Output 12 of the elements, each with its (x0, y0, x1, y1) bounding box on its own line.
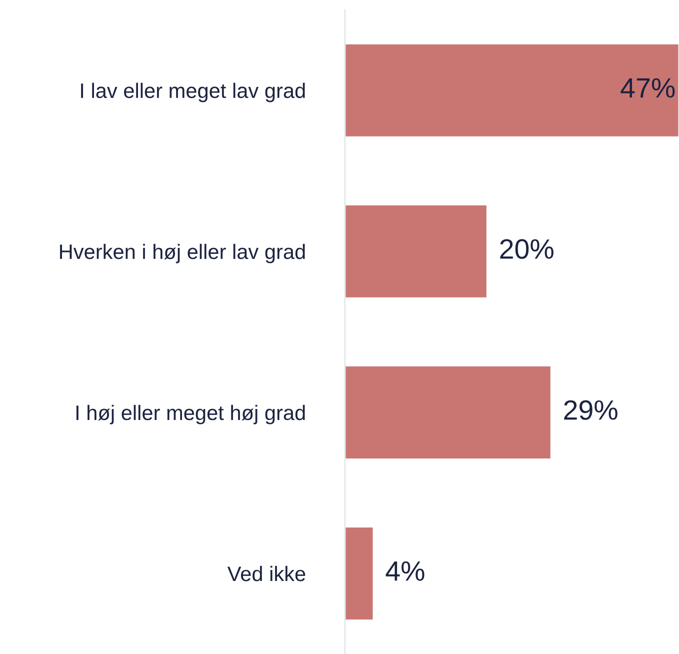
bar (345, 365, 552, 460)
y-tick-label: Ved ikke (227, 566, 306, 582)
y-tick-label: Hverken i høj eller lav grad (60, 244, 305, 264)
bar (345, 42, 679, 138)
data-label: 20% (500, 239, 554, 259)
data-label: 4% (386, 561, 424, 581)
bar (345, 526, 374, 621)
y-tick-label: I høj eller meget høj grad (76, 404, 305, 424)
y-tick-label: I lav eller meget lav grad (81, 82, 305, 102)
data-label: 47% (620, 78, 675, 98)
data-label: 29% (564, 400, 618, 420)
bar (345, 204, 488, 299)
